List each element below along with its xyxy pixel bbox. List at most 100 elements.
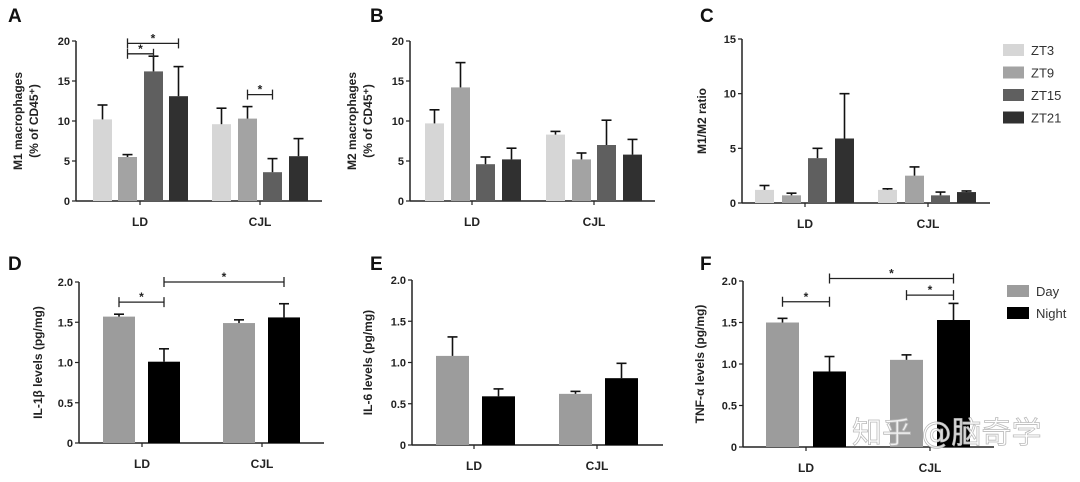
y-tick-label: 0.5 [58, 398, 73, 410]
bar-ld-zt9 [118, 157, 137, 201]
legend-label-day: Day [1036, 284, 1060, 299]
panel-letter: F [700, 254, 712, 275]
y-tick-label: 0.5 [722, 401, 737, 413]
y-tick-label: 2.0 [391, 275, 406, 287]
y-tick-label: 0.5 [391, 399, 406, 411]
bar-ld-zt9 [782, 195, 801, 203]
x-tick-label: CJL [586, 459, 609, 473]
x-tick-label: CJL [919, 461, 942, 475]
y-tick-label: 15 [724, 34, 736, 46]
bar-cjl-zt21 [289, 156, 308, 201]
significance-star: * [804, 290, 809, 304]
y-tick-label: 0 [64, 196, 70, 208]
bar-cjl-day [890, 359, 923, 447]
y-tick-label: 10 [58, 116, 70, 128]
y-tick-label: 5 [64, 156, 70, 168]
bar-cjl-zt3 [546, 134, 565, 201]
bar-ld-zt15 [144, 71, 163, 202]
legend-swatch-zt15 [1003, 89, 1024, 101]
bar-ld-day [766, 322, 799, 447]
bar-ld-zt21 [835, 138, 854, 203]
bar-cjl-day [559, 393, 592, 445]
y-tick-label: 15 [392, 76, 404, 88]
y-tick-label: 10 [392, 116, 404, 128]
bar-cjl-zt9 [572, 159, 591, 201]
bar-cjl-day [223, 323, 255, 443]
bar-cjl-zt9 [238, 118, 257, 201]
x-tick-label: CJL [251, 457, 274, 471]
y-axis-label: M1/M2 ratio [695, 88, 709, 154]
y-tick-label: 1.5 [391, 316, 406, 328]
x-tick-label: CJL [249, 215, 272, 229]
bar-cjl-zt15 [931, 195, 950, 203]
x-tick-label: LD [797, 217, 813, 231]
y-axis-label: TNF-α levels (pg/mg) [693, 305, 707, 424]
bar-ld-night [482, 396, 515, 445]
x-tick-label: CJL [917, 217, 940, 231]
panel-letter: B [370, 6, 384, 27]
significance-star: * [222, 270, 227, 284]
legend-swatch-zt21 [1003, 111, 1024, 124]
bar-ld-day [436, 355, 469, 445]
y-axis-label: M2 macrophages [345, 72, 359, 170]
y-tick-label: 0 [398, 196, 404, 208]
y-tick-label: 1.0 [58, 358, 73, 370]
y-axis-label-line2: (% of CD45⁺) [27, 84, 41, 158]
watermark-text: 知乎 @脑奇学 [852, 416, 1042, 451]
y-tick-label: 5 [398, 156, 404, 168]
panel-d: D 0 0.5 1.0 1.5 2.0 IL-1β levels (pg/mg) LD CJL *… [8, 254, 324, 471]
bar-ld-zt21 [169, 96, 188, 201]
bar-ld-zt21 [502, 159, 521, 201]
legend-swatch-zt9 [1003, 66, 1024, 79]
panel-letter: A [8, 6, 22, 27]
significance-star: * [928, 283, 933, 297]
y-tick-label: 1.5 [722, 318, 737, 330]
y-tick-label: 5 [730, 143, 736, 155]
y-tick-label: 0 [731, 442, 737, 454]
bar-cjl-night [605, 378, 638, 445]
y-axis-label-line2: (% of CD45⁺) [361, 84, 375, 158]
significance-star: * [139, 290, 144, 304]
legend-label-zt15: ZT15 [1031, 88, 1061, 103]
panel-b: B 0 5 10 15 20 M2 macrophages (% of CD45⁺) LD CJL [345, 6, 655, 229]
bar-cjl-zt9 [905, 175, 924, 203]
x-tick-label: LD [132, 215, 148, 229]
significance-star: * [151, 31, 156, 45]
bar-ld-zt3 [425, 123, 444, 201]
bar-ld-night [148, 361, 180, 443]
x-tick-label: LD [134, 457, 150, 471]
panel-letter: C [700, 6, 714, 27]
panel-a: A 0 5 10 15 20 M1 macrophages (% of CD45⁺) LD CJL… [8, 6, 322, 229]
y-tick-label: 0 [400, 440, 406, 452]
panel-c: C 0 5 10 15 M1/M2 ratio LD CJL ZT3 ZT9 ZT15 ZT21 [695, 6, 1061, 231]
y-tick-label: 10 [724, 89, 736, 101]
legend-swatch-day [1007, 285, 1029, 297]
bar-cjl-zt3 [878, 189, 897, 203]
y-tick-label: 2.0 [722, 276, 737, 288]
legend-swatch-zt3 [1003, 44, 1024, 56]
y-tick-label: 2.0 [58, 277, 73, 289]
legend-label-night: Night [1036, 306, 1067, 321]
y-tick-label: 0 [730, 198, 736, 210]
bar-ld-night [813, 371, 846, 447]
significance-star: * [138, 42, 143, 56]
x-tick-label: LD [464, 215, 480, 229]
y-tick-label: 1.0 [391, 358, 406, 370]
bar-ld-day [103, 316, 135, 443]
bar-cjl-zt15 [597, 145, 616, 201]
y-tick-label: 1.5 [58, 317, 73, 329]
bar-cjl-zt21 [957, 192, 976, 203]
panel-e: E 0 0.5 1.0 1.5 2.0 IL-6 levels (pg/mg) LD CJL [361, 254, 663, 473]
legend-swatch-night [1007, 307, 1029, 319]
panel-letter: D [8, 254, 22, 275]
bar-ld-zt15 [476, 164, 495, 201]
bar-ld-zt9 [451, 87, 470, 201]
bar-ld-zt3 [93, 119, 112, 201]
bar-cjl-zt15 [263, 172, 282, 201]
legend-label-zt21: ZT21 [1031, 111, 1061, 126]
x-tick-label: LD [466, 459, 482, 473]
panel-letter: E [370, 254, 383, 275]
y-axis-label: IL-6 levels (pg/mg) [361, 310, 375, 415]
y-tick-label: 0 [67, 438, 73, 450]
